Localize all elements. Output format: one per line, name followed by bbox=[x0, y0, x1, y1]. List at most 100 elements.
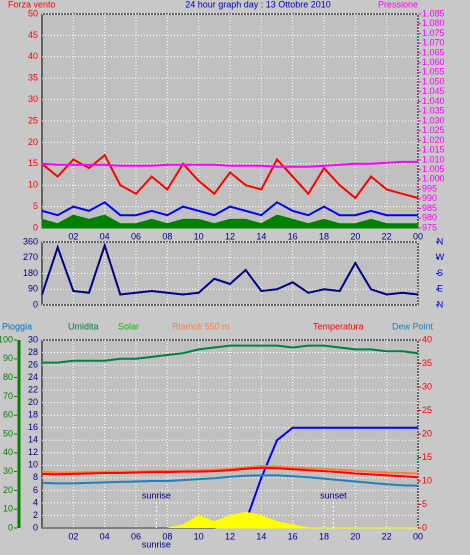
legend-entry: Solar bbox=[118, 321, 139, 331]
legend-entry: Pioggia bbox=[2, 321, 32, 331]
x-tick-label: 04 bbox=[100, 231, 110, 241]
y2-tick-label: 1.060 bbox=[422, 57, 445, 67]
y-tick-label: 15 bbox=[28, 158, 38, 168]
y2-tick-label: 1.075 bbox=[422, 28, 445, 38]
x-tick-label: 08 bbox=[162, 531, 172, 541]
y2-tick-label: 1.040 bbox=[422, 96, 445, 106]
y3-tick-label: 28 bbox=[28, 347, 38, 357]
y2-tick-label: S bbox=[437, 268, 443, 278]
y-tick-label: 50 bbox=[3, 428, 13, 438]
y-tick-label: 0 bbox=[8, 522, 13, 532]
x-tick-label: 22 bbox=[382, 531, 392, 541]
y3-tick-label: 8 bbox=[33, 472, 38, 482]
x-tick-label: 18 bbox=[319, 231, 329, 241]
y-tick-label: 20 bbox=[28, 137, 38, 147]
y2-tick-label: 1.055 bbox=[422, 67, 445, 77]
y3-tick-label: 26 bbox=[28, 359, 38, 369]
y2-tick-label: 1.050 bbox=[422, 76, 445, 86]
y2-tick-label: 1.015 bbox=[422, 145, 445, 155]
y-tick-label: 0 bbox=[33, 299, 38, 309]
x-tick-label: 14 bbox=[256, 531, 266, 541]
y2-tick-label: 1.045 bbox=[422, 86, 445, 96]
y3-tick-label: 2 bbox=[33, 510, 38, 520]
x-tick-label: 18 bbox=[319, 531, 329, 541]
y2-tick-label: 1.005 bbox=[422, 164, 445, 174]
x-tick-label: 10 bbox=[194, 231, 204, 241]
x-tick-label: 06 bbox=[131, 231, 141, 241]
y3-tick-label: 6 bbox=[33, 485, 38, 495]
series-line bbox=[41, 242, 419, 296]
y2-tick-label: 980 bbox=[422, 213, 437, 223]
y-tick-label: 360 bbox=[23, 236, 38, 246]
x-tick-label: 20 bbox=[350, 531, 360, 541]
y2-tick-label: 20 bbox=[422, 428, 432, 438]
y-tick-label: 5 bbox=[33, 201, 38, 211]
y-tick-label: 10 bbox=[3, 504, 13, 514]
y2-tick-label: 1.080 bbox=[422, 18, 445, 28]
y-tick-label: 180 bbox=[23, 268, 38, 278]
y3-tick-label: 24 bbox=[28, 372, 38, 382]
x-tick-label: 16 bbox=[288, 231, 298, 241]
y2-tick-label: 0 bbox=[422, 522, 427, 532]
y-tick-label: 60 bbox=[3, 410, 13, 420]
y3-tick-label: 10 bbox=[28, 460, 38, 470]
plot-area bbox=[41, 241, 419, 306]
y2-tick-label: 5 bbox=[422, 499, 427, 509]
y2-tick-label: 10 bbox=[422, 475, 432, 485]
y2-tick-label: 975 bbox=[422, 222, 437, 232]
y2-tick-label: 35 bbox=[422, 358, 432, 368]
y3-tick-label: 18 bbox=[28, 410, 38, 420]
x-tick-label: 00 bbox=[413, 531, 423, 541]
y2-tick-label: 1.065 bbox=[422, 47, 445, 57]
plot-area bbox=[41, 13, 419, 229]
legend-entry: Temperatura bbox=[313, 321, 364, 331]
y-tick-label: 100 bbox=[0, 334, 13, 344]
y2-tick-label: 40 bbox=[422, 334, 432, 344]
y-tick-label: 90 bbox=[3, 353, 13, 363]
y2-tick-label: N bbox=[437, 299, 444, 309]
y3-tick-label: 12 bbox=[28, 447, 38, 457]
y-tick-label: 45 bbox=[28, 30, 38, 40]
x-tick-label: 04 bbox=[100, 531, 110, 541]
series-area bbox=[42, 511, 418, 529]
y-tick-label: 50 bbox=[28, 8, 38, 18]
y2-tick-label: 1.085 bbox=[422, 8, 445, 18]
y-tick-label: 40 bbox=[28, 51, 38, 61]
series-line bbox=[42, 344, 419, 364]
y-tick-label: 30 bbox=[28, 94, 38, 104]
y-tick-label: 35 bbox=[28, 73, 38, 83]
series-line bbox=[41, 464, 419, 475]
x-tick-label: 00 bbox=[413, 231, 423, 241]
y-tick-label: 0 bbox=[33, 222, 38, 232]
y2-tick-label: N bbox=[437, 236, 444, 246]
y2-tick-label: 15 bbox=[422, 452, 432, 462]
x-tick-label: 02 bbox=[68, 531, 78, 541]
pressure-label: Pressione bbox=[378, 0, 418, 9]
y2-tick-label: 1.020 bbox=[422, 135, 445, 145]
x-tick-label: 08 bbox=[162, 231, 172, 241]
y2-tick-label: 1.070 bbox=[422, 38, 445, 48]
y2-tick-label: 30 bbox=[422, 381, 432, 391]
legend-entry: Umidita bbox=[68, 321, 99, 331]
y-tick-label: 90 bbox=[28, 284, 38, 294]
annotation: sunset bbox=[320, 490, 347, 500]
legend-entry: Dew Point bbox=[392, 321, 434, 331]
series-line bbox=[41, 160, 418, 168]
y2-tick-label: E bbox=[437, 284, 443, 294]
series-line bbox=[41, 466, 419, 479]
y2-tick-label: 25 bbox=[422, 405, 432, 415]
legend-entry: Riamoli 550 m bbox=[172, 321, 230, 331]
wind-label: Forza vento bbox=[8, 0, 56, 9]
x-tick-label: 12 bbox=[225, 231, 235, 241]
x-tick-label: 02 bbox=[68, 231, 78, 241]
annotation: sunrise bbox=[142, 490, 171, 500]
y3-tick-label: 30 bbox=[28, 334, 38, 344]
x-tick-label: 22 bbox=[382, 231, 392, 241]
y2-tick-label: 1.035 bbox=[422, 106, 445, 116]
y3-tick-label: 16 bbox=[28, 422, 38, 432]
y3-tick-label: 14 bbox=[28, 435, 38, 445]
y2-tick-label: 990 bbox=[422, 193, 437, 203]
series-area bbox=[41, 214, 419, 229]
y-tick-label: 30 bbox=[3, 466, 13, 476]
